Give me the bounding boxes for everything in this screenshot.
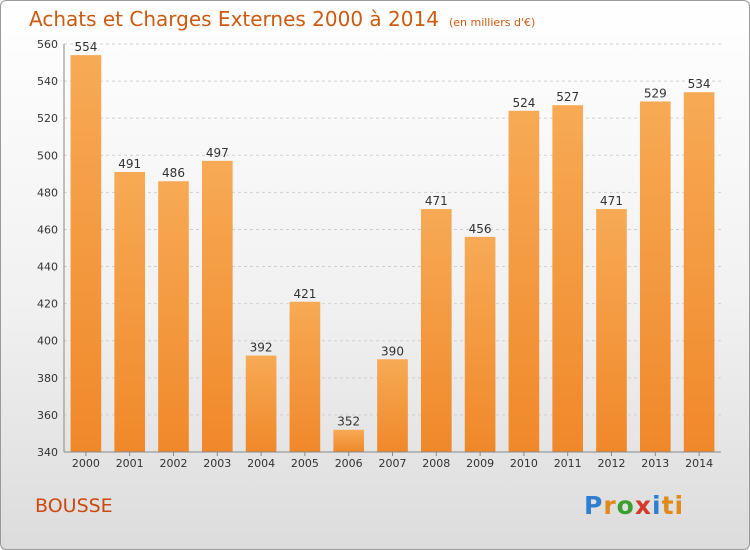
bar-value-label: 471 <box>425 194 448 208</box>
y-tick-label: 480 <box>37 186 58 199</box>
bar-value-label: 486 <box>162 166 185 180</box>
y-tick-label: 380 <box>37 372 58 385</box>
logo-letter: i <box>652 491 662 520</box>
y-tick-label: 560 <box>37 38 58 51</box>
bar-value-label: 392 <box>250 341 273 355</box>
x-tick-label: 2004 <box>247 457 275 470</box>
bar <box>552 105 584 452</box>
chart-subtitle: (en milliers d'€) <box>448 16 536 29</box>
x-tick-label: 2006 <box>335 457 363 470</box>
bar-value-label: 491 <box>118 157 141 171</box>
logo-letter: o <box>616 491 635 520</box>
x-tick-label: 2002 <box>160 457 188 470</box>
y-tick-label: 500 <box>37 149 58 162</box>
x-tick-label: 2009 <box>466 457 494 470</box>
y-tick-label: 420 <box>37 298 58 311</box>
y-tick-label: 400 <box>37 335 58 348</box>
bar <box>114 171 146 453</box>
bar-value-label: 390 <box>381 344 404 358</box>
place-label: BOUSSE <box>35 495 113 517</box>
x-tick-label: 2003 <box>203 457 231 470</box>
logo-letter: ti <box>661 491 685 520</box>
bar-value-label: 554 <box>74 40 97 54</box>
bar <box>420 209 452 452</box>
bar <box>333 429 365 452</box>
y-tick-label: 360 <box>37 409 58 422</box>
y-tick-label: 460 <box>37 223 58 236</box>
x-tick-label: 2014 <box>685 457 713 470</box>
bar <box>245 355 277 452</box>
x-tick-label: 2007 <box>379 457 407 470</box>
logo-letter: x <box>634 491 652 520</box>
bar <box>464 236 496 452</box>
y-tick-label: 520 <box>37 112 58 125</box>
x-tick-label: 2000 <box>72 457 100 470</box>
proxiti-logo: Proxiti <box>584 491 684 520</box>
logo-letter: r <box>603 491 617 520</box>
bar <box>201 160 233 452</box>
bar-value-label: 352 <box>337 415 360 429</box>
bar-value-label: 421 <box>293 287 316 301</box>
bar-value-label: 527 <box>556 90 579 104</box>
x-tick-label: 2013 <box>641 457 669 470</box>
bar <box>596 209 627 452</box>
bar-value-label: 524 <box>512 96 535 110</box>
x-tick-label: 2001 <box>116 457 144 470</box>
chart-title: Achats et Charges Externes 2000 à 2014 (e… <box>29 7 535 31</box>
bar-value-label: 497 <box>206 146 229 160</box>
bars: 554 491 486 497 392 421 352 390 471 456 524 527 471 5… <box>70 40 715 453</box>
bar <box>508 110 540 452</box>
x-tick-label: 2012 <box>598 457 626 470</box>
bar-value-label: 471 <box>600 194 623 208</box>
bar-value-label: 529 <box>644 86 667 100</box>
bar <box>639 101 671 452</box>
bar <box>158 181 189 452</box>
x-tick-label: 2008 <box>422 457 450 470</box>
y-tick-label: 440 <box>37 261 58 274</box>
bar <box>683 92 715 452</box>
axes: 340 360 380 400 420 440 460 480 500 520 540 560 2000… <box>37 38 721 470</box>
x-tick-label: 2005 <box>291 457 319 470</box>
y-tick-label: 540 <box>37 75 58 88</box>
bar <box>70 55 102 453</box>
bar <box>377 359 408 452</box>
x-tick-label: 2011 <box>554 457 582 470</box>
logo-letter: P <box>584 491 604 520</box>
chart-title-text: Achats et Charges Externes 2000 à 2014 <box>29 7 439 31</box>
x-tick-label: 2010 <box>510 457 538 470</box>
bar <box>289 301 321 452</box>
bar-value-label: 534 <box>688 77 711 91</box>
bar-value-label: 456 <box>469 222 492 236</box>
y-tick-label: 340 <box>37 446 58 459</box>
